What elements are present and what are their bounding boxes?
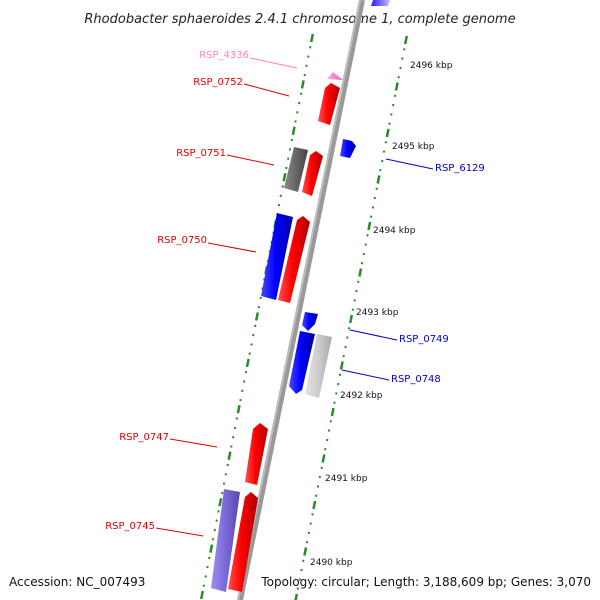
chromosome-backbone xyxy=(237,0,365,600)
scale-label-2495: 2495 kbp xyxy=(392,142,435,152)
gene-rsp-4336[interactable] xyxy=(327,72,343,80)
right-tick-track xyxy=(294,35,409,600)
right-tick xyxy=(339,361,344,370)
accession-text: Accession: NC_007493 xyxy=(9,575,145,589)
gene-rsp-0745-purple[interactable] xyxy=(211,489,240,592)
label-rsp-0745: RSP_0745 xyxy=(105,521,155,532)
scale-label-2493: 2493 kbp xyxy=(356,308,399,318)
left-tick xyxy=(218,497,223,507)
gene-rsp-0751-grey[interactable] xyxy=(284,147,308,192)
right-tick xyxy=(394,82,399,91)
left-tick xyxy=(300,80,305,89)
right-tick xyxy=(376,175,381,184)
gene-rsp-0748[interactable] xyxy=(305,334,332,398)
label-rsp-0747: RSP_0747 xyxy=(119,432,169,443)
label-rsp-0752: RSP_0752 xyxy=(193,77,243,88)
left-tick xyxy=(282,173,287,182)
left-tick xyxy=(199,590,205,600)
label-rsp-0748: RSP_0748 xyxy=(391,374,441,385)
right-tick xyxy=(367,221,372,231)
genome-summary-text: Topology: circular; Length: 3,188,609 bp… xyxy=(260,575,591,589)
right-tick xyxy=(294,593,299,600)
right-tick xyxy=(348,314,354,324)
gene-rsp-0750[interactable] xyxy=(278,216,310,303)
gene-rsp-6129[interactable] xyxy=(340,139,356,158)
label-rsp-0750: RSP_0750 xyxy=(157,235,207,246)
gene-rsp-0751[interactable] xyxy=(302,151,323,196)
right-tick xyxy=(330,407,335,417)
left-tick xyxy=(236,405,241,414)
label-rsp-6129: RSP_6129 xyxy=(435,163,485,174)
gene-features xyxy=(211,72,356,592)
left-tick xyxy=(254,312,260,321)
scale-label-2492: 2492 kbp xyxy=(340,391,383,401)
left-tick xyxy=(209,544,214,553)
right-tick xyxy=(312,500,317,510)
right-tick xyxy=(403,35,409,45)
gene-rsp-0747[interactable] xyxy=(245,423,268,485)
right-tick xyxy=(385,128,390,138)
right-tick xyxy=(321,454,326,463)
gene-rsp-0745[interactable] xyxy=(228,492,258,592)
scale-label-2490: 2490 kbp xyxy=(310,558,353,568)
left-tick xyxy=(291,126,296,136)
map-title: Rhodobacter sphaeroides 2.4.1 chromosome… xyxy=(84,12,515,27)
right-tick xyxy=(358,268,363,277)
partial-gene-top[interactable] xyxy=(371,0,390,6)
label-leader-lines xyxy=(155,57,434,537)
gene-rsp-0750-blue[interactable] xyxy=(261,213,293,300)
gene-rsp-0749[interactable] xyxy=(302,312,318,331)
left-tick xyxy=(227,451,232,461)
scale-label-2494: 2494 kbp xyxy=(373,226,416,236)
label-rsp-4336: RSP_4336 xyxy=(199,50,249,61)
scale-label-2496: 2496 kbp xyxy=(410,61,453,71)
left-tick xyxy=(309,33,315,43)
gene-rsp-0748-blue[interactable] xyxy=(289,331,315,394)
label-rsp-0751: RSP_0751 xyxy=(176,148,226,159)
scale-label-2491: 2491 kbp xyxy=(325,474,368,484)
left-tick xyxy=(245,358,250,368)
right-tick xyxy=(303,547,308,556)
label-rsp-0749: RSP_0749 xyxy=(399,334,449,345)
chromosome-backbone-highlight xyxy=(237,0,361,600)
gene-rsp-0752[interactable] xyxy=(318,83,340,125)
